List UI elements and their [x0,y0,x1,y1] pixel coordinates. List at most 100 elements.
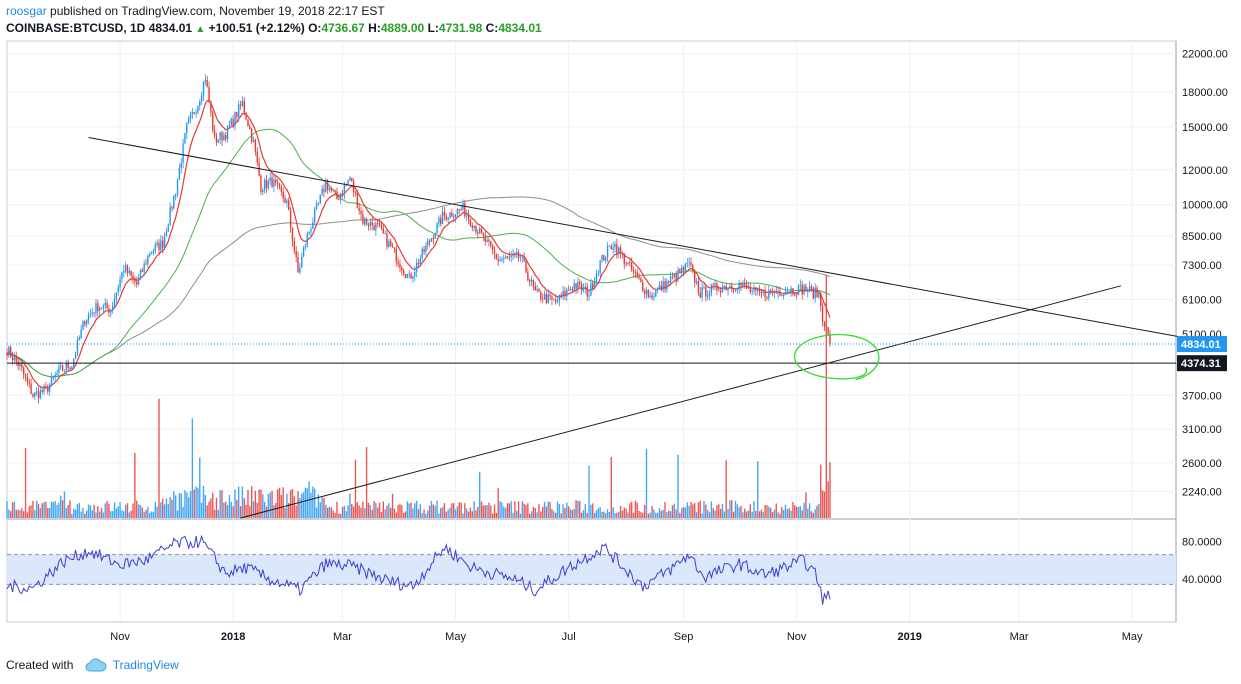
candle-body [527,272,529,281]
volume-bar [200,502,203,518]
volume-bar [577,500,579,518]
candle-body [76,340,79,354]
tradingview-link[interactable]: TradingView [112,658,179,672]
candle-body [493,250,496,254]
candle-body [375,223,377,231]
candle-body [232,118,234,126]
candle-body [156,242,158,245]
symbol-name[interactable]: COINBASE:BTCUSD, 1D [6,21,146,35]
candle-body [414,271,416,276]
volume-bar [21,508,23,518]
volume-bar [234,489,236,518]
candle-body [215,135,218,143]
volume-bar [460,502,462,518]
volume-bar [501,502,503,518]
volume-bar [369,504,372,518]
volume-bar [254,490,257,518]
candle-body [301,256,303,268]
candle-body [788,291,790,294]
candle-body [271,177,273,187]
volume-bar [382,501,384,518]
volume-bar [282,487,284,518]
y-tick-label: 3100.00 [1182,424,1222,436]
volume-bar [499,501,501,518]
open-label: O: [308,21,322,35]
volume-bar [638,511,640,518]
candle-body [782,295,785,296]
candle-body [769,290,772,292]
candle-body [506,256,509,258]
volume-bar [182,506,184,518]
trendline [88,137,1216,344]
candle-body [668,280,670,283]
volume-bar [245,504,247,518]
candle-body [147,255,149,265]
volume-bar [395,512,397,518]
volume-bar [147,506,149,518]
volume-bar [675,509,677,518]
volume-bar [163,504,166,518]
volume-bar [69,500,71,518]
volume-bar [753,501,755,518]
volume-bar [475,510,477,518]
volume-bar [549,502,551,518]
volume-bar [782,509,785,518]
volume-bar [731,500,733,518]
candle-body [465,215,468,217]
volume-bar [100,508,103,518]
candle-body [758,289,761,293]
candle-body [642,282,644,291]
candle-body [721,287,724,293]
volume-bar [799,506,802,518]
candle-body [795,294,798,296]
candle-body [28,381,30,384]
volume-bar [486,505,488,518]
volume-bar [705,504,707,518]
rsi-tick-label: 80.0000 [1182,537,1222,549]
volume-bar [536,512,538,518]
candle-body [582,287,585,291]
candle-body [623,253,625,264]
volume-bar [149,512,151,518]
volume-bar [158,398,160,518]
volume-bar [60,495,62,518]
volume-bar [304,487,307,518]
volume-bar [213,509,216,518]
candle-body [278,183,281,187]
volume-bar [238,486,240,518]
candle-body [56,372,58,375]
volume-bar [6,501,8,518]
candle-body [619,247,622,253]
candle-body [328,188,331,190]
volume-bar [491,513,494,518]
volume-bar [378,502,381,518]
volume-bar [226,505,229,518]
publisher-name[interactable]: roosgar [6,4,47,18]
x-tick-label: Mar [333,631,352,643]
candle-body [475,225,477,233]
candle-body [171,206,173,209]
volume-bar [35,500,38,518]
candle-body [336,191,338,200]
candle-body [614,244,616,248]
y-tick-label: 2240.00 [1182,486,1222,498]
volume-bar [323,497,325,518]
volume-bar [588,465,590,518]
candle-body [280,186,283,192]
candle-body [136,281,138,285]
volume-bar [605,513,607,518]
trendlines[interactable] [7,137,1216,519]
candle-body [47,386,49,392]
candle-body [297,256,299,273]
candle-body [666,280,668,290]
candle-body [362,214,364,225]
candle-body [490,241,492,246]
volume-bar [530,511,533,518]
volume-bar [89,505,92,518]
volume-bar [74,509,77,518]
last-price-label: 4834.01 [1181,339,1221,351]
volume-bar [15,509,17,518]
candle-body [564,291,566,297]
candle-body [716,283,718,291]
